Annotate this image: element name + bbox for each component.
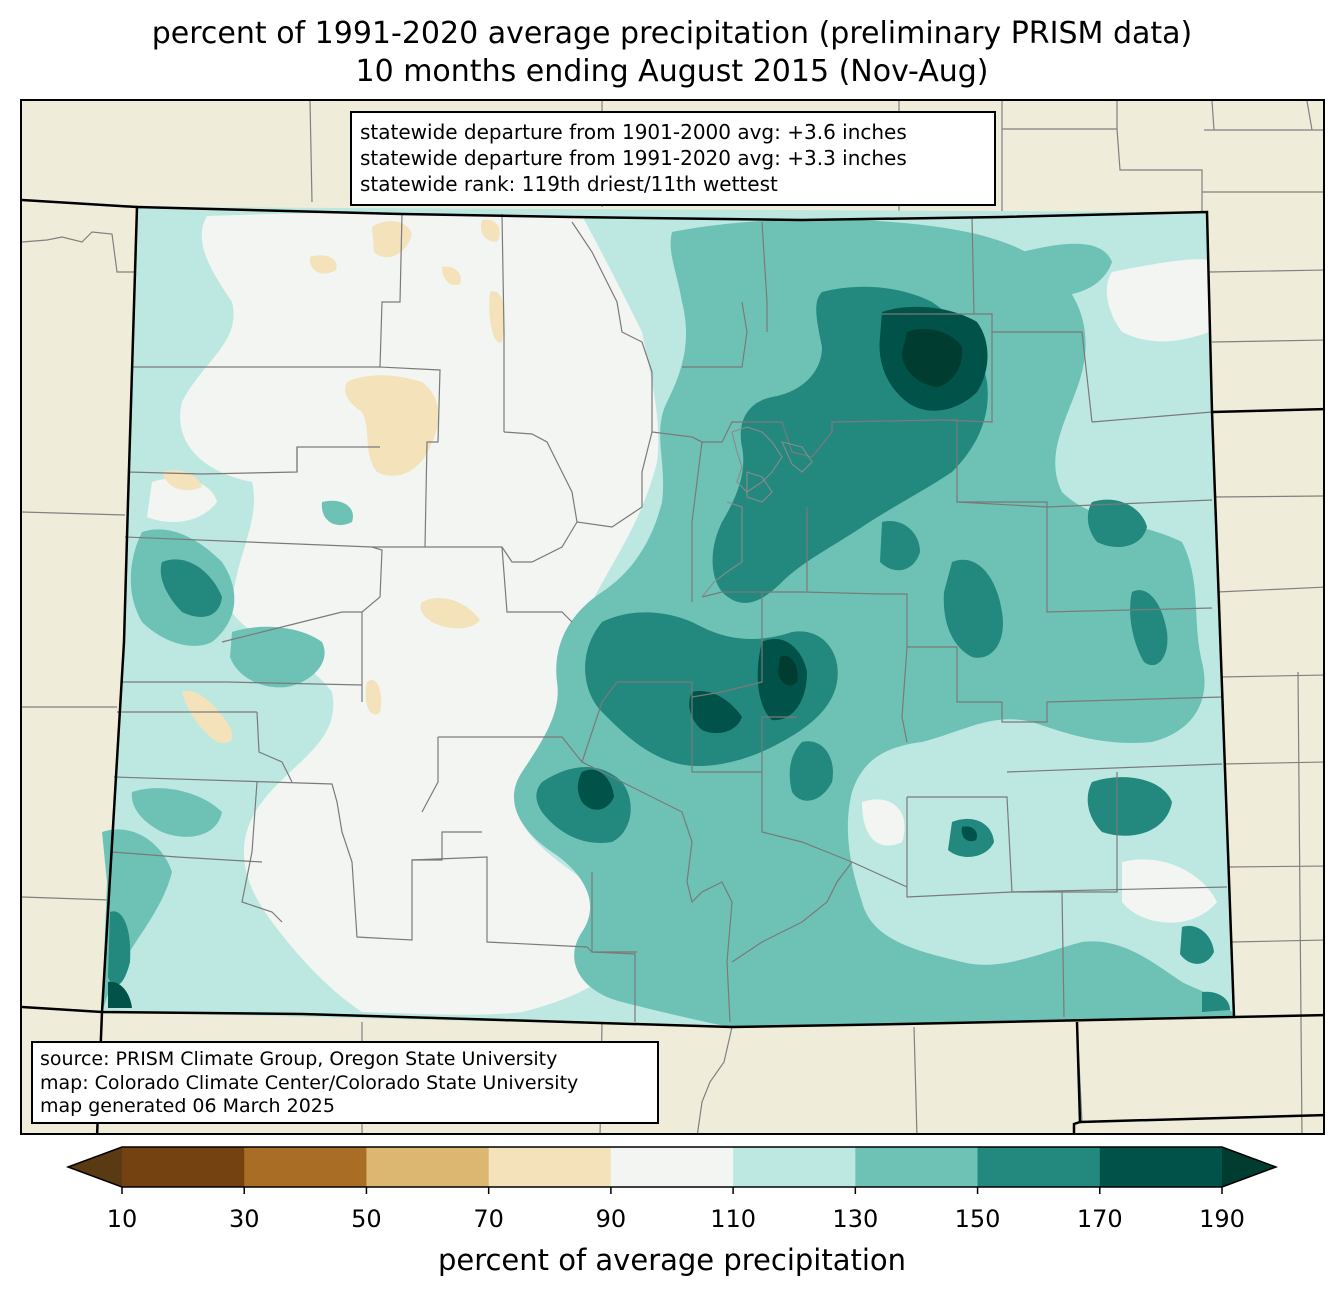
stats-line-1: statewide departure from 1901-2000 avg: …	[360, 120, 907, 144]
colorbar-tick-label: 170	[1076, 1205, 1123, 1233]
stats-line-2: statewide departure from 1991-2020 avg: …	[360, 146, 907, 170]
county-boundaries	[111, 213, 1228, 1023]
colorbar-segment	[488, 1147, 612, 1187]
new-mexico-border	[22, 1005, 103, 1014]
map-title-line-1: percent of 1991-2020 average precipitati…	[151, 16, 1193, 51]
texas-oklahoma-border	[1072, 1021, 1082, 1133]
colorbar-segment	[1099, 1147, 1223, 1187]
colorbar-tick-label: 130	[832, 1205, 879, 1233]
precipitation-fields	[102, 213, 1234, 1027]
stats-line-3: statewide rank: 119th driest/11th wettes…	[360, 172, 778, 196]
texas-border	[1079, 1113, 1323, 1124]
wyoming-utah-border	[22, 198, 138, 209]
source-line-2: map: Colorado Climate Center/Colorado St…	[40, 1071, 579, 1094]
colorbar-segment	[855, 1147, 979, 1187]
colorbar-tick-label: 110	[710, 1205, 757, 1233]
colorbar-tick-label: 90	[595, 1205, 627, 1233]
nebraska-border	[1211, 407, 1323, 414]
colorado-border	[100, 205, 1236, 1029]
colorbar-tick-label: 150	[954, 1205, 1001, 1233]
colorbar-segment	[610, 1147, 734, 1187]
oklahoma-border	[1233, 1013, 1323, 1019]
colorbar-segment	[244, 1147, 367, 1187]
source-credit-box: source: PRISM Climate Group, Oregon Stat…	[31, 1041, 659, 1124]
colorbar-label: percent of average precipitation	[437, 1243, 907, 1277]
source-line-3: map generated 06 March 2025	[40, 1095, 335, 1117]
colorbar-tick-label: 70	[473, 1205, 504, 1233]
colorbar-segment	[122, 1147, 245, 1187]
colorbar-tick-label: 10	[106, 1205, 138, 1233]
map-frame	[20, 99, 1325, 1135]
colorbar-segment	[366, 1147, 490, 1187]
precipitation-map	[22, 101, 1323, 1133]
statewide-stats-box: statewide departure from 1901-2000 avg: …	[350, 111, 996, 206]
state-borders	[22, 198, 1323, 1133]
colorbar-segment	[733, 1147, 856, 1187]
source-line-1: source: PRISM Climate Group, Oregon Stat…	[40, 1048, 558, 1070]
colorbar-extend-high	[1222, 1147, 1276, 1187]
colorbar	[65, 1146, 1279, 1194]
map-title-line-2: 10 months ending August 2015 (Nov-Aug)	[355, 54, 989, 89]
colorbar-segment	[977, 1147, 1101, 1187]
colorbar-tick-label: 30	[228, 1205, 260, 1233]
colorbar-tick-label: 50	[351, 1205, 382, 1233]
colorbar-extend-low	[68, 1147, 122, 1187]
metro-county-outlines	[701, 426, 813, 598]
colorbar-tick-label: 190	[1199, 1205, 1245, 1233]
